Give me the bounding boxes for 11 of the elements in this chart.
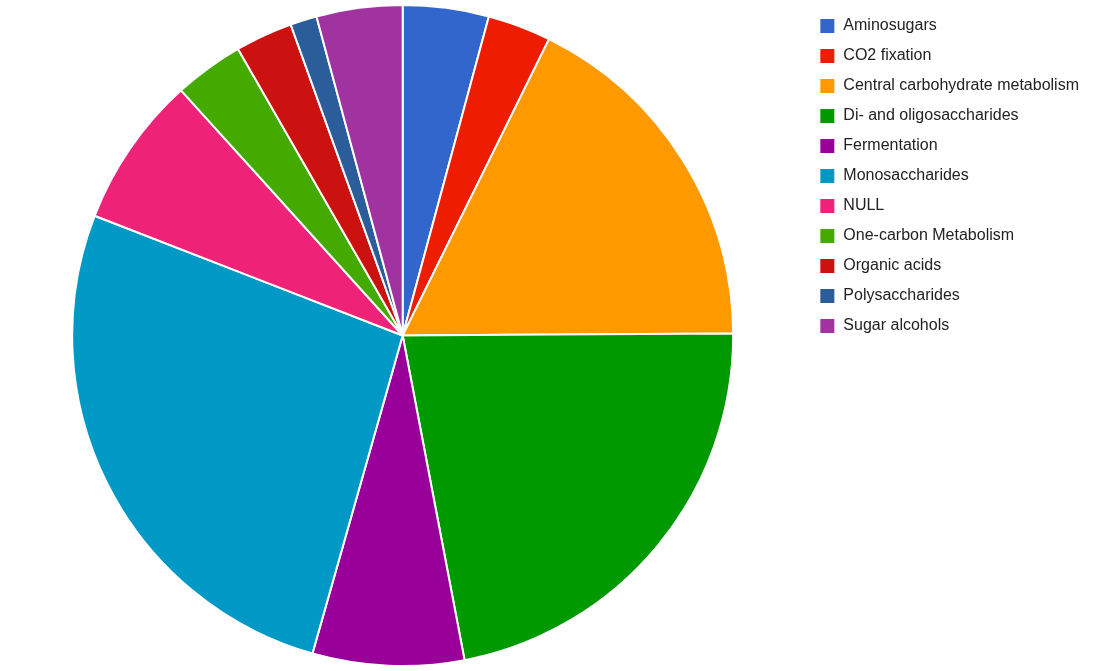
legend-label: Monosaccharides — [843, 166, 969, 184]
legend-label: One-carbon Metabolism — [843, 226, 1015, 244]
legend-label: Sugar alcohols — [843, 316, 950, 334]
legend-label: Di- and oligosaccharides — [843, 106, 1019, 124]
legend-label: CO2 fixation — [843, 46, 932, 64]
legend-label: Central carbohydrate metabolism — [843, 76, 1080, 94]
legend-label: Organic acids — [843, 256, 942, 274]
legend-label: NULL — [843, 196, 885, 214]
legend-label: Polysaccharides — [843, 286, 960, 304]
legend-label: Fermentation — [843, 136, 938, 154]
legend-label: Aminosugars — [843, 16, 937, 34]
